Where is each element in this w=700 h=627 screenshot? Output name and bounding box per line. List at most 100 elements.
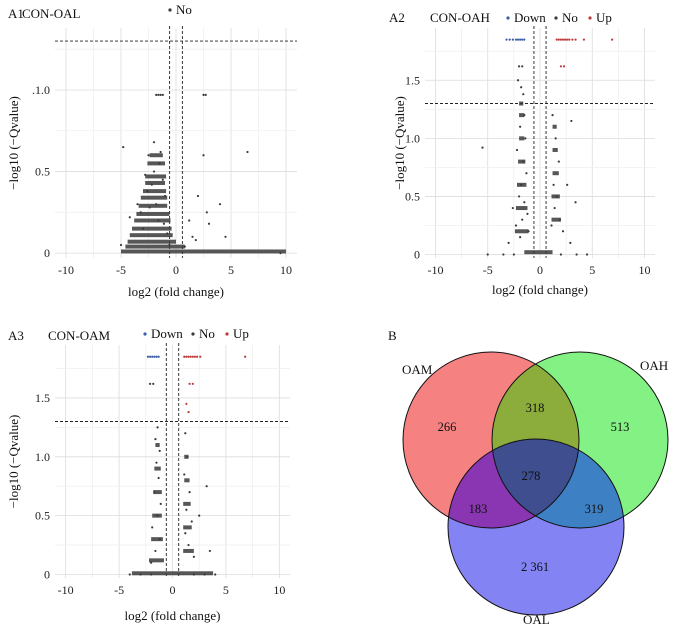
point-no [154,438,157,441]
x-tick-label: 10 [280,263,292,277]
point-no [198,514,201,517]
panel-label: B [388,328,397,343]
point-cluster [145,174,167,179]
point-no [574,201,577,204]
point-up [559,65,563,68]
point-cluster [552,171,559,176]
venn-region-count: 319 [585,502,604,516]
legend-marker [168,8,172,12]
point-cluster [127,239,176,244]
legend-marker [554,16,558,20]
point-cluster [129,233,173,238]
venn-outline [491,351,669,529]
point-no [191,235,194,238]
point-cluster [184,478,190,483]
grid [55,28,297,258]
point-up [568,38,571,41]
point-no [159,150,162,154]
y-tick-label: 0 [44,567,50,581]
point-no [511,206,514,210]
point-no [224,235,227,238]
point-cluster [551,217,561,222]
point-down [519,38,522,41]
point-no [521,65,524,68]
point-no [185,508,188,511]
point-no [152,382,155,385]
point-no [190,520,193,523]
point-no [159,502,162,505]
panel-label: A3 [8,328,24,343]
panel-label: A2 [389,10,405,25]
point-no [218,203,222,206]
volcano-panel-a2: -10 -5 0 5 10 0 0.5 1.0 1.5 log2 (fold change) −lo… [389,10,655,297]
y-tick-label: 0.5 [35,165,50,179]
point-no [151,526,154,529]
legend: Down No Up [143,326,249,341]
point-no [157,93,160,96]
x-tick-label: 0 [173,263,179,277]
point-cluster [152,513,162,518]
x-tick-label: 5 [223,583,229,597]
legend-marker [506,16,510,20]
point-cluster [524,250,553,255]
point-cluster [131,571,214,576]
y-tick-label: 1.0 [405,131,420,145]
point-down [516,38,520,41]
legend: Down No Up [506,10,612,25]
x-tick-label: -5 [116,263,126,277]
point-no [208,549,211,553]
point-no [521,218,524,221]
point-no [119,243,123,247]
point-no [136,203,139,206]
legend-entry: Up [596,10,612,25]
venn-region-count: 278 [522,469,541,483]
point-up [566,38,569,41]
point-no [512,253,515,256]
x-tick-label: -5 [114,583,124,597]
point-up [582,38,586,41]
y-tick-label: 0 [414,248,420,262]
x-tick-label: -10 [58,583,74,597]
point-no [194,238,197,242]
venn-set-label: OAL [523,612,550,627]
point-no [514,224,518,227]
point-no [128,216,131,219]
legend-entry: Down [151,326,183,341]
venn-region-count: 318 [526,401,545,415]
point-no [128,573,131,576]
point-up [563,38,567,41]
point-no [205,211,208,214]
point-no [522,93,525,96]
point-cluster [149,558,164,563]
grid [55,345,290,578]
point-down [155,355,158,358]
ticks: -10 -5 0 5 10 0 0.5 1.0 1.5 [405,73,651,277]
ticks: -10 -5 0 5 10 0 0.5 .1.0 [32,83,292,277]
venn-set-label: OAM [402,362,433,377]
point-no [188,490,191,494]
point-no [502,253,505,256]
point-no [147,154,150,157]
y-tick-label: 0.5 [405,189,420,203]
venn-region-count: 513 [611,420,630,434]
x-tick-label: 5 [589,263,595,277]
x-tick-label: 5 [228,263,234,277]
point-cluster [138,203,168,208]
x-tick-label: 0 [537,263,543,277]
point-cluster [552,147,558,152]
point-down [505,38,508,41]
point-no [507,241,510,244]
x-axis-label: log2 (fold change) [128,284,224,299]
point-no [523,201,526,204]
point-cluster [519,101,524,106]
point-cluster [151,537,163,542]
x-tick-label: -5 [483,263,493,277]
venn-region-count: 183 [469,502,488,516]
point-cluster [125,244,185,249]
point-no [566,183,569,186]
point-up [185,402,188,405]
point-no [155,461,158,464]
point-up [555,38,558,41]
point-no [526,212,529,215]
point-down [511,38,514,41]
